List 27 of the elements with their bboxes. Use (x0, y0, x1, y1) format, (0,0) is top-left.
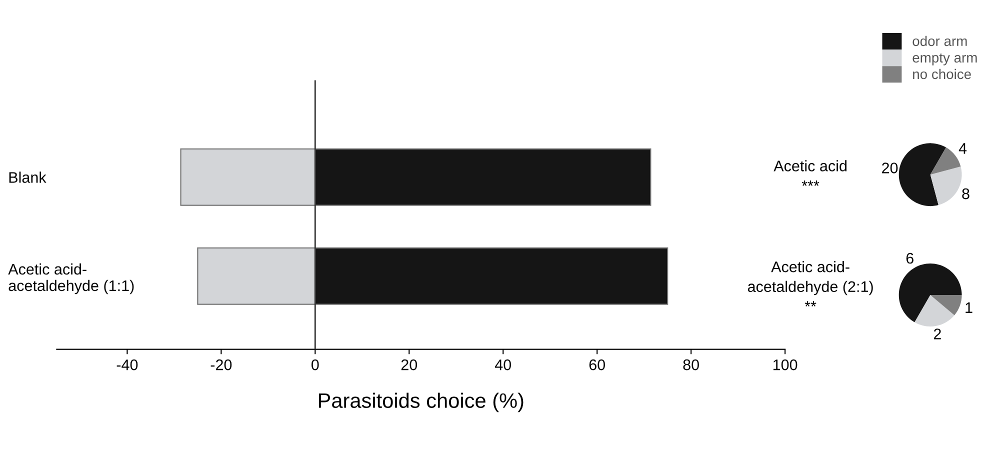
data-label: 2 (934, 328, 941, 340)
legend-label: odor arm (912, 36, 967, 46)
x-tick-label: 80 (683, 359, 699, 370)
x-tick-label: 100 (773, 359, 798, 370)
pie-slice (898, 264, 962, 322)
annotation: Acetic acid *** (774, 160, 846, 186)
legend-label: empty arm (912, 53, 977, 66)
data-label: 20 (882, 162, 898, 174)
pie-slice (914, 295, 954, 326)
annotation: Acetic acid- acetaldehyde (2:1) ** (748, 261, 873, 307)
y-tick-label: Blank (9, 172, 46, 183)
data-label: 4 (958, 143, 967, 154)
pie-slice (898, 143, 946, 206)
pie-slice (930, 166, 962, 206)
x-tick-label: 0 (312, 359, 319, 370)
data-label: 6 (906, 252, 914, 264)
data-label: 8 (962, 188, 970, 200)
x-tick-label: -20 (210, 359, 232, 370)
x-axis-title: Parasitoids choice (%) (318, 392, 524, 412)
y-tick-label: Acetic acid- acetaldehyde (1:1) (8, 263, 134, 294)
pie-slice (930, 295, 962, 316)
x-tick-label: 40 (494, 359, 512, 370)
x-tick-label: 20 (401, 359, 418, 370)
data-label: 1 (966, 302, 972, 313)
x-tick-label: -40 (116, 359, 138, 370)
x-tick-label: 60 (589, 359, 605, 370)
legend-label: no choice (913, 68, 971, 80)
